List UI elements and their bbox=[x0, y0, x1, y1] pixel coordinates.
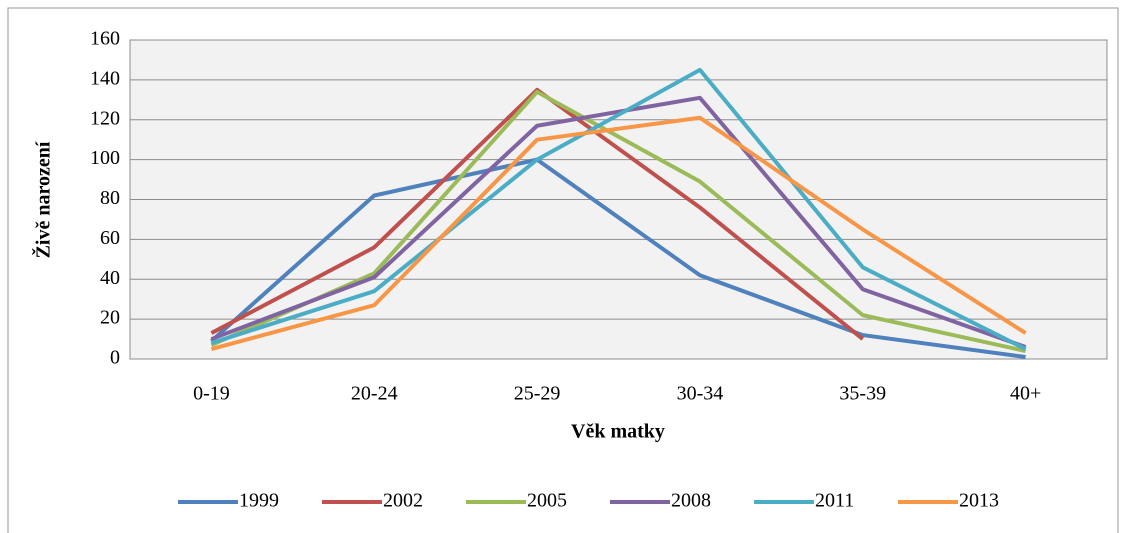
legend-label: 2013 bbox=[959, 490, 999, 512]
y-tick-label: 80 bbox=[100, 187, 120, 209]
series-line bbox=[210, 157, 1026, 359]
series-line bbox=[210, 115, 1027, 351]
series-line bbox=[210, 95, 1027, 349]
x-tick-label: 40+ bbox=[1010, 383, 1041, 405]
y-tick-label: 160 bbox=[90, 28, 120, 50]
x-axis-title: Věk matky bbox=[571, 421, 665, 443]
y-tick-label: 20 bbox=[100, 307, 120, 329]
legend-label: 2008 bbox=[671, 490, 711, 512]
y-tick-label: 0 bbox=[110, 347, 120, 369]
x-tick-label: 0-19 bbox=[193, 383, 230, 405]
legend-label: 2011 bbox=[815, 490, 854, 512]
y-tick-label: 100 bbox=[90, 147, 120, 169]
y-tick-label: 40 bbox=[100, 267, 120, 289]
legend-label: 2002 bbox=[383, 490, 423, 512]
chart-frame bbox=[7, 7, 1119, 533]
series-line bbox=[210, 67, 1027, 351]
y-tick-label: 120 bbox=[90, 107, 120, 129]
series-line bbox=[210, 89, 1027, 353]
legend-label: 1999 bbox=[239, 490, 279, 512]
y-axis-title: Živě narození bbox=[31, 141, 55, 258]
y-tick-label: 140 bbox=[90, 67, 120, 89]
x-tick-label: 20-24 bbox=[351, 383, 398, 405]
y-tick-label: 60 bbox=[100, 227, 120, 249]
legend-label: 2005 bbox=[527, 490, 567, 512]
x-tick-label: 35-39 bbox=[839, 383, 886, 405]
x-tick-label: 30-34 bbox=[677, 383, 724, 405]
x-tick-label: 25-29 bbox=[514, 383, 561, 405]
